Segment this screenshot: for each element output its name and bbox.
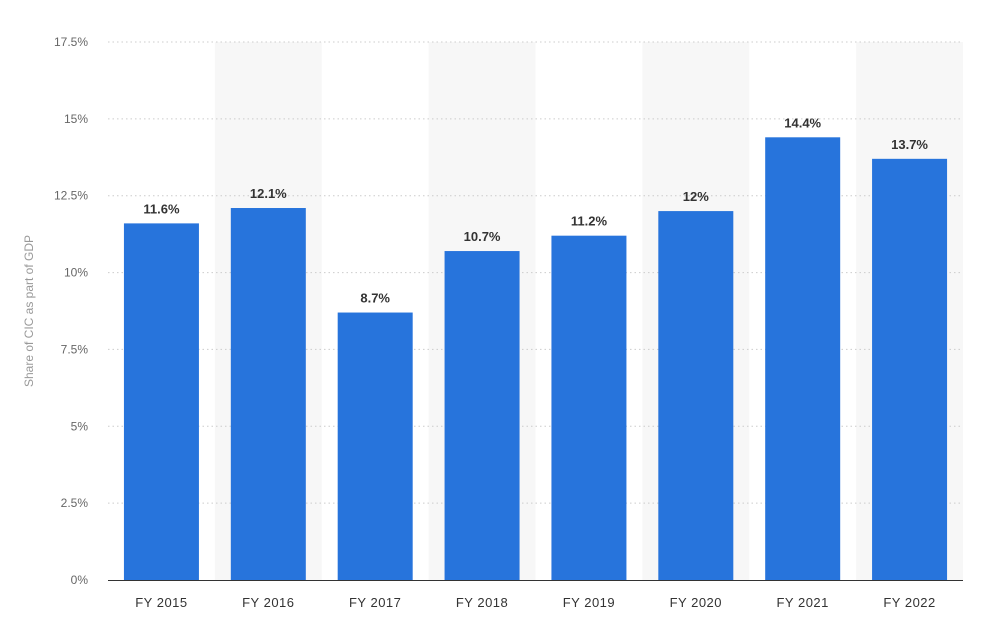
x-tick-label: FY 2016 <box>242 595 294 610</box>
y-tick-label: 12.5% <box>54 189 88 203</box>
y-axis-ticks: 0% 2.5% 5% 7.5% 10% 12.5% 15% 17.5% <box>54 35 88 587</box>
x-tick-label: FY 2019 <box>563 595 615 610</box>
data-label: 11.2% <box>571 214 608 229</box>
x-tick-label: FY 2020 <box>670 595 722 610</box>
x-tick-label: FY 2022 <box>883 595 935 610</box>
x-tick-label: FY 2017 <box>349 595 401 610</box>
data-label: 13.7% <box>891 137 928 152</box>
y-tick-label: 2.5% <box>61 496 89 510</box>
data-labels-layer: 11.6% 12.1% 8.7% 10.7% 11.2% 12% 14.4% 13.7% <box>143 115 928 305</box>
bar[interactable] <box>658 211 734 581</box>
y-tick-label: 7.5% <box>61 342 89 356</box>
bars-layer <box>123 137 948 581</box>
y-tick-label: 0% <box>71 573 89 587</box>
y-tick-label: 17.5% <box>54 35 88 49</box>
bar[interactable] <box>551 235 627 580</box>
bar[interactable] <box>444 251 520 580</box>
bar[interactable] <box>765 137 841 580</box>
data-label: 11.6% <box>143 201 180 216</box>
data-label: 10.7% <box>464 229 501 244</box>
x-tick-label: FY 2021 <box>776 595 828 610</box>
y-tick-label: 15% <box>64 112 88 126</box>
bar[interactable] <box>123 223 199 580</box>
data-label: 12% <box>683 189 709 204</box>
bar[interactable] <box>230 208 306 581</box>
y-axis-title: Share of CIC as part of GDP <box>22 235 36 387</box>
data-label: 12.1% <box>250 186 287 201</box>
data-label: 8.7% <box>360 291 390 306</box>
data-label: 14.4% <box>784 115 821 130</box>
x-tick-label: FY 2018 <box>456 595 508 610</box>
x-axis-ticks: FY 2015 FY 2016 FY 2017 FY 2018 FY 2019 FY 20… <box>135 595 935 610</box>
x-tick-label: FY 2015 <box>135 595 187 610</box>
y-tick-label: 5% <box>71 419 89 433</box>
y-tick-label: 10% <box>64 266 88 280</box>
bar[interactable] <box>337 312 413 580</box>
bar[interactable] <box>872 158 948 580</box>
